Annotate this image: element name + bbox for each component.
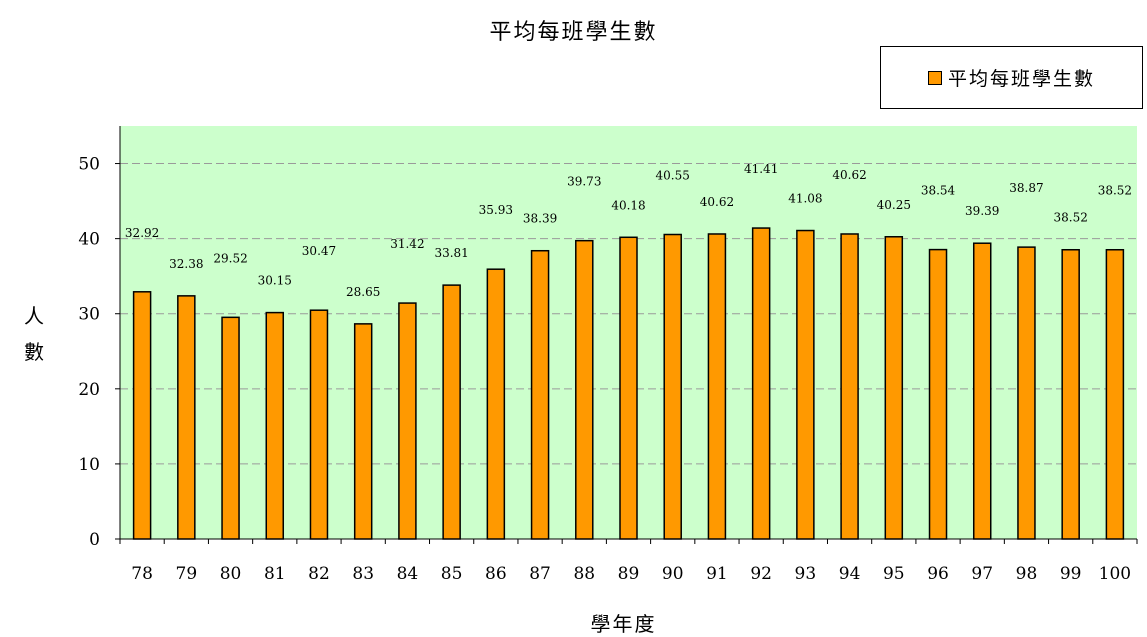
bar <box>663 233 682 540</box>
bar <box>309 309 329 540</box>
legend-label: 平均每班學生數 <box>947 68 1095 90</box>
bar <box>398 302 417 540</box>
x-tick-label: 89 <box>618 564 640 584</box>
x-tick-label: 78 <box>131 564 153 584</box>
data-label: 38.87 <box>1009 181 1043 195</box>
data-label: 29.52 <box>213 251 247 265</box>
data-label: 39.73 <box>567 175 601 189</box>
x-tick-label: 92 <box>750 564 772 584</box>
data-label: 31.42 <box>390 237 424 251</box>
data-label: 40.18 <box>611 198 645 212</box>
bar <box>796 229 815 540</box>
data-label: 35.93 <box>479 203 513 217</box>
x-tick-label: 96 <box>927 564 949 584</box>
bar <box>928 248 948 540</box>
x-tick-label: 81 <box>264 564 286 584</box>
data-label: 38.52 <box>1053 211 1087 225</box>
bar <box>530 249 550 540</box>
y-axis-title: 人數 <box>24 304 44 364</box>
y-tick-label: 40 <box>78 230 100 250</box>
bar <box>1017 246 1036 540</box>
bar <box>265 311 285 540</box>
x-tick-label: 85 <box>441 564 463 584</box>
x-tick-label: 82 <box>308 564 330 584</box>
bar <box>1105 248 1125 540</box>
x-tick-label: 87 <box>529 564 551 584</box>
x-tick-label: 93 <box>795 564 817 584</box>
bar <box>619 236 638 540</box>
bar <box>972 242 992 540</box>
y-tick-label: 30 <box>78 305 100 325</box>
data-label: 38.52 <box>1098 184 1132 198</box>
bar <box>353 323 373 540</box>
data-label: 40.62 <box>700 195 734 209</box>
bar <box>884 236 904 540</box>
x-tick-label: 100 <box>1099 564 1131 584</box>
bar <box>1061 248 1080 540</box>
legend-swatch <box>927 70 942 85</box>
bar <box>486 268 506 540</box>
data-label: 32.92 <box>125 226 159 240</box>
x-tick-label: 91 <box>706 564 728 584</box>
x-tick-label: 80 <box>220 564 242 584</box>
data-label: 40.62 <box>832 168 866 182</box>
bar <box>442 284 461 540</box>
data-label: 41.41 <box>744 162 778 176</box>
bar <box>707 233 727 540</box>
data-label: 38.54 <box>921 184 956 198</box>
data-label: 33.81 <box>434 246 468 260</box>
x-tick-label: 98 <box>1016 564 1038 584</box>
x-tick-label: 88 <box>573 564 595 584</box>
x-axis-title: 學年度 <box>590 612 657 636</box>
data-label: 32.38 <box>169 257 203 271</box>
bar <box>751 227 771 540</box>
y-tick-label: 20 <box>78 380 100 400</box>
x-tick-label: 94 <box>839 564 861 584</box>
chart-title: 平均每班學生數 <box>489 20 658 45</box>
data-label: 28.65 <box>346 285 380 299</box>
data-label: 39.39 <box>965 204 999 218</box>
bar <box>840 233 859 540</box>
bar <box>132 291 152 540</box>
data-label: 41.08 <box>788 192 822 206</box>
data-label: 30.15 <box>258 274 292 288</box>
x-tick-label: 95 <box>883 564 905 584</box>
x-tick-label: 99 <box>1060 564 1082 584</box>
bar <box>221 316 240 540</box>
bar <box>575 239 594 540</box>
x-tick-label: 79 <box>176 564 198 584</box>
data-label: 30.47 <box>302 244 336 258</box>
x-tick-label: 84 <box>397 564 419 584</box>
y-tick-label: 10 <box>78 455 100 475</box>
data-label: 38.39 <box>523 212 557 226</box>
x-tick-label: 86 <box>485 564 507 584</box>
x-tick-label: 97 <box>971 564 993 584</box>
data-label: 40.25 <box>877 198 911 212</box>
y-tick-label: 50 <box>78 155 100 175</box>
x-tick-label: 90 <box>662 564 684 584</box>
x-tick-label: 83 <box>352 564 374 584</box>
data-label: 40.55 <box>656 169 690 183</box>
bar <box>177 295 196 540</box>
y-tick-label: 0 <box>89 530 100 550</box>
legend: 平均每班學生數 <box>880 46 1143 109</box>
